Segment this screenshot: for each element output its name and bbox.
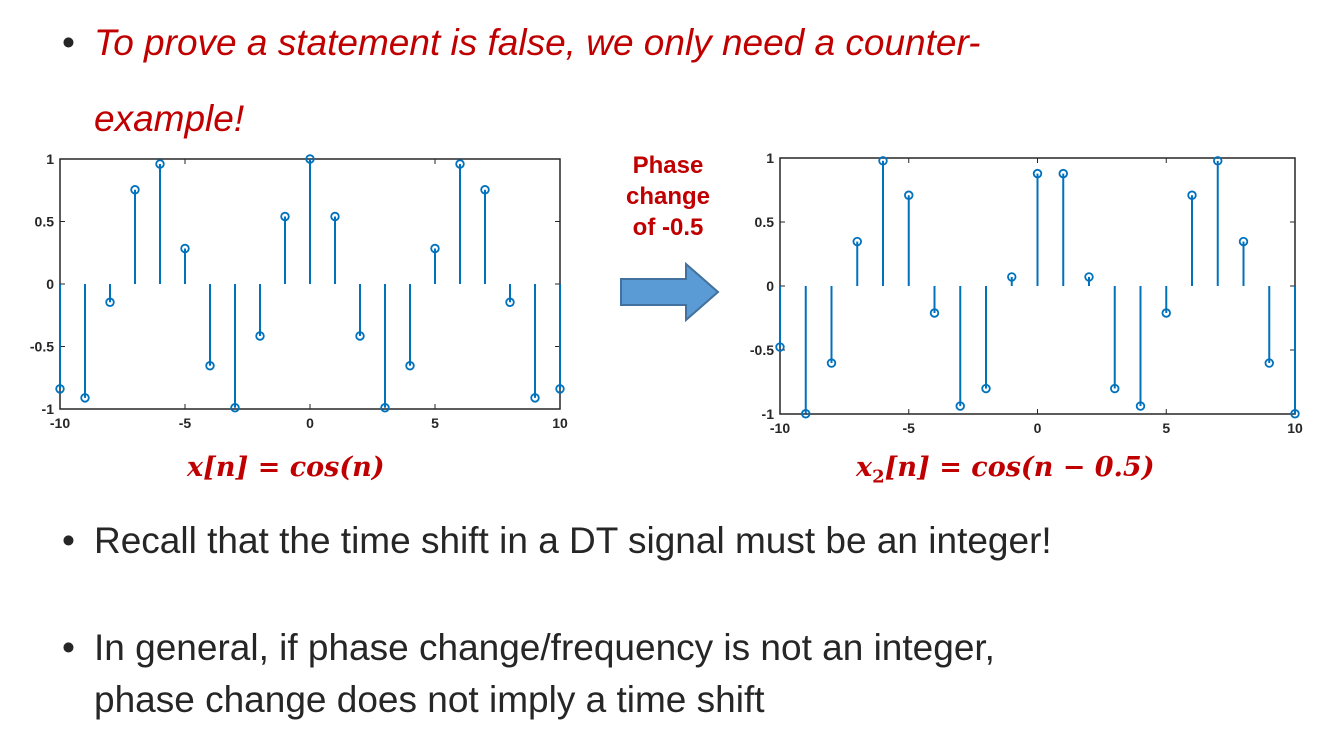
stem-marker — [801, 409, 811, 419]
formula-right-arg: [n] — [884, 452, 930, 483]
stem-plot-left: 1 0.5 0 -0.5 -1-10 -5 0 5 10 — [30, 151, 568, 431]
stem-marker — [955, 401, 965, 411]
stem-marker — [130, 185, 140, 195]
y-tick-label: 0 — [766, 278, 774, 294]
stem-marker — [55, 384, 65, 394]
x-tick-label: -5 — [179, 415, 192, 431]
stem-marker — [1264, 358, 1274, 368]
x-tick-label: 5 — [1162, 420, 1170, 436]
annotation-line-1: Phase — [632, 152, 704, 179]
stem-marker — [1213, 156, 1223, 166]
stem-marker — [255, 331, 265, 341]
stem-marker — [555, 384, 565, 394]
y-tick-label: 1 — [46, 151, 54, 167]
stem-marker — [430, 243, 440, 254]
stem-marker — [1290, 409, 1300, 419]
stem-marker — [981, 383, 991, 394]
y-tick-label: -0.5 — [30, 339, 54, 355]
x-tick-label: 10 — [552, 415, 568, 431]
formula-left-equals: = — [257, 452, 281, 483]
x-tick-label: -10 — [770, 420, 790, 436]
stem-marker — [1161, 308, 1171, 318]
x-tick-label: 10 — [1287, 420, 1303, 436]
stem-marker — [305, 154, 315, 164]
bullet-1: • To prove a statement is false, we only … — [62, 20, 980, 66]
stem-marker — [180, 243, 190, 254]
stem-marker — [1058, 168, 1068, 179]
bullet-1-text: To prove a statement is false, we only n… — [94, 22, 981, 63]
stem-marker — [1187, 190, 1197, 200]
y-tick-label: 0.5 — [755, 214, 775, 230]
x-tick-label: 5 — [431, 415, 439, 431]
y-tick-label: -1 — [42, 401, 55, 417]
stem-marker — [1238, 236, 1249, 247]
stem-marker — [530, 393, 540, 403]
formula-left-lhs: x[n] — [187, 452, 249, 483]
stem-marker — [80, 393, 90, 403]
stem-marker — [330, 211, 340, 222]
stem-marker — [1084, 272, 1094, 282]
formula-right: x2[n] = cos(n − 0.5) — [856, 452, 1155, 487]
stem-marker — [205, 361, 215, 371]
stem-marker — [405, 361, 415, 371]
stem-marker — [1135, 401, 1146, 411]
annotation-line-2: change — [625, 183, 711, 210]
bullet-3-continuation: phase change does not imply a time shift — [94, 679, 765, 720]
stem-marker — [280, 211, 290, 222]
formula-right-sub: 2 — [872, 466, 885, 488]
bullet-dot: • — [62, 22, 75, 63]
stem-marker — [1007, 272, 1017, 282]
stem-marker — [878, 156, 888, 166]
bullet-3: • In general, if phase change/frequency i… — [62, 625, 995, 671]
stem-marker — [230, 403, 240, 413]
bullet-2-text: Recall that the time shift in a DT signa… — [94, 520, 1052, 561]
bullet-3-text: In general, if phase change/frequency is… — [94, 627, 995, 668]
right-arrow-icon — [620, 262, 720, 322]
bullet-dot: • — [62, 520, 75, 561]
bullet-dot: • — [62, 627, 75, 668]
stem-plot-right: 1 0.5 0 -0.5 -1-10 -5 0 5 10 — [750, 150, 1303, 436]
stem-marker — [929, 308, 940, 318]
formula-left-rhs: cos(n) — [289, 452, 385, 483]
y-tick-label: 1 — [766, 150, 774, 166]
formula-right-base: x — [856, 452, 873, 483]
x-tick-label: -5 — [903, 420, 916, 436]
bullet-2: • Recall that the time shift in a DT sign… — [62, 518, 1052, 564]
x-tick-label: 0 — [1034, 420, 1042, 436]
stem-marker — [1032, 168, 1043, 179]
x-tick-label: -10 — [50, 415, 70, 431]
bullet-1-continuation: example! — [94, 98, 245, 139]
y-tick-label: 0 — [46, 276, 54, 292]
x-tick-label: 0 — [306, 415, 314, 431]
stem-marker — [355, 331, 365, 341]
stem-marker — [105, 297, 115, 307]
y-tick-label: 0.5 — [35, 214, 55, 230]
formula-right-rhs: cos(n − 0.5) — [971, 452, 1155, 483]
annotation-line-3: of -0.5 — [632, 214, 704, 241]
stem-marker — [826, 358, 837, 368]
y-tick-label: -0.5 — [750, 342, 774, 358]
stem-marker — [155, 159, 165, 169]
phase-change-annotation: Phase change of -0.5 — [612, 150, 724, 243]
y-tick-label: -1 — [762, 406, 775, 422]
stem-marker — [1110, 383, 1120, 394]
stem-marker — [852, 236, 862, 247]
stem-marker — [480, 185, 490, 195]
formula-right-equals: = — [939, 452, 962, 483]
stem-marker — [775, 342, 785, 352]
stem-marker — [455, 159, 465, 169]
formula-left: x[n] = cos(n) — [187, 452, 385, 483]
stem-marker — [904, 190, 914, 200]
stem-marker — [505, 297, 515, 307]
stem-marker — [380, 403, 390, 413]
